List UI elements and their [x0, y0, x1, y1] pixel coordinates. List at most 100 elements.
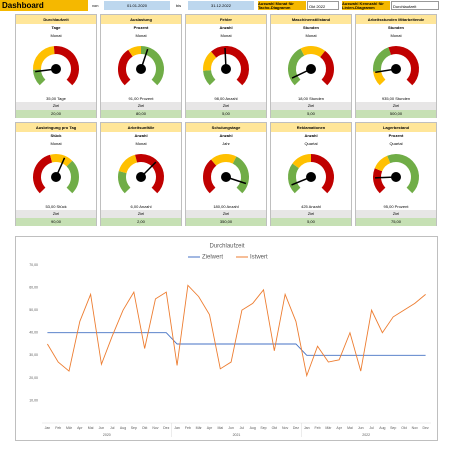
kpi-title: Schulungstage: [186, 123, 266, 132]
kpi-period: Monat: [135, 33, 147, 38]
kpi-title: Durchlaufzeit: [16, 15, 96, 24]
x-group-label: 2022: [362, 433, 370, 437]
kpi-select[interactable]: Durchlaufzeit: [391, 1, 439, 10]
from-date[interactable]: 01.01.2020: [104, 1, 170, 10]
kpi-title: Lagerbestand: [356, 123, 436, 132]
kpi-period: Monat: [50, 141, 62, 146]
month-select[interactable]: Okt 2022: [307, 1, 339, 10]
gauge-band: [140, 46, 164, 86]
header: Dashboard von 01.01.2020 bis 31.12.2022 …: [0, 0, 450, 11]
x-tick-label: Dez: [293, 426, 299, 430]
gauge-band: [66, 160, 79, 194]
month-select-label: Auswahl Monat für Tacho-Diagramm: [258, 1, 306, 10]
x-tick-label: Jun: [99, 426, 105, 430]
x-tick-label: Sep: [131, 426, 137, 430]
gauge-hub: [391, 172, 401, 182]
target-value: 90,00: [16, 218, 96, 226]
x-tick-label: Dez: [422, 426, 428, 430]
gauge-band: [33, 69, 46, 86]
x-tick-label: Feb: [185, 426, 191, 430]
kpi-unit: Prozent: [388, 133, 404, 138]
kpi-unit: Stück: [50, 133, 62, 138]
gauge-band: [128, 46, 142, 57]
target-caption: Ziel: [16, 102, 96, 110]
x-tick-label: Jul: [110, 426, 115, 430]
series-line: [47, 284, 426, 378]
gauge-hub: [136, 64, 146, 74]
gauge: [288, 154, 334, 194]
x-tick-label: Aug: [250, 426, 256, 430]
kpi-value: 95,00 Prozent: [383, 204, 409, 209]
kpi-value: 98,00 Anzahl: [214, 96, 238, 101]
x-tick-label: Aug: [120, 426, 126, 430]
gauge-band: [118, 154, 138, 174]
gauge: [288, 46, 334, 86]
kpi-period: Monat: [305, 33, 317, 38]
kpi-card: Reklamationen Anzahl Quartal 425 Anzahl Ziel…: [270, 122, 352, 226]
kpi-unit: Stunden: [303, 25, 319, 30]
gauge: [203, 46, 249, 86]
gauge-band: [374, 155, 391, 172]
to-date[interactable]: 31.12.2022: [188, 1, 254, 10]
x-tick-label: Apr: [207, 426, 213, 430]
x-tick-label: Nov: [152, 426, 158, 430]
gauge-hub: [391, 64, 401, 74]
kpi-card: Lagerbestand Prozent Quartal 95,00 Prozent Z…: [355, 122, 437, 226]
gauge-band: [288, 163, 301, 194]
x-tick-label: Nov: [412, 426, 418, 430]
target-caption: Ziel: [101, 102, 181, 110]
kpi-value: 18,00 Stunden: [297, 96, 325, 101]
gauge-band: [388, 46, 419, 86]
target-caption: Ziel: [101, 210, 181, 218]
x-tick-label: Okt: [401, 426, 406, 430]
gauge: [33, 46, 79, 86]
kpi-unit: Tage: [51, 25, 61, 30]
target-caption: Ziel: [16, 210, 96, 218]
kpi-title: Arbeitsstunden Mitarbeitende: [356, 15, 436, 24]
gauge-band: [33, 46, 55, 70]
kpi-period: Monat: [390, 33, 402, 38]
gauge-band: [53, 46, 79, 86]
kpi-unit: Anzahl: [219, 25, 233, 30]
x-tick-label: Mai: [347, 426, 353, 430]
target-value: 350,00: [186, 218, 266, 226]
gauge-band: [211, 46, 249, 86]
gauge-band: [300, 46, 326, 58]
gauge-hub: [306, 172, 316, 182]
kpi-unit: Anzahl: [304, 133, 318, 138]
kpi-unit: Anzahl: [134, 133, 148, 138]
gauge-band: [33, 154, 53, 194]
x-tick-label: Mär: [325, 426, 332, 430]
kpi-value: 6,00 Anzahl: [130, 204, 152, 209]
gauge-hub: [51, 172, 61, 182]
x-tick-label: Okt: [272, 426, 277, 430]
x-tick-label: Jul: [369, 426, 374, 430]
kpi-title: Auslastung: [101, 15, 181, 24]
kpi-card: Arbeitsstunden Mitarbeitende Stunden Monat…: [355, 14, 437, 118]
target-value: 20,00: [16, 110, 96, 118]
target-caption: Ziel: [356, 102, 436, 110]
target-value: 5,00: [271, 110, 351, 118]
x-tick-label: Nov: [282, 426, 288, 430]
kpi-card: Schulungstage Anzahl Jahr 180,00 Anzahl Ziel…: [185, 122, 267, 226]
kpi-title: Fehler: [186, 15, 266, 24]
target-value: 500,00: [356, 110, 436, 118]
x-tick-label: Jan: [45, 426, 51, 430]
gauge-band: [310, 154, 334, 194]
x-tick-label: Jan: [304, 426, 310, 430]
gauge-band: [373, 47, 392, 72]
gauge-band: [203, 51, 217, 71]
gauge-band: [203, 69, 216, 86]
kpi-title: Maschinenstillstand: [271, 15, 351, 24]
x-tick-label: Sep: [390, 426, 396, 430]
gauge-hub: [221, 64, 231, 74]
target-value: 80,00: [101, 110, 181, 118]
x-tick-label: Okt: [142, 426, 147, 430]
gauge-band: [292, 154, 312, 169]
x-tick-label: Dez: [163, 426, 169, 430]
y-tick-label: 50,00: [29, 308, 38, 312]
x-tick-label: Feb: [315, 426, 321, 430]
target-value: 2,00: [101, 218, 181, 226]
gauge-hub: [51, 64, 61, 74]
